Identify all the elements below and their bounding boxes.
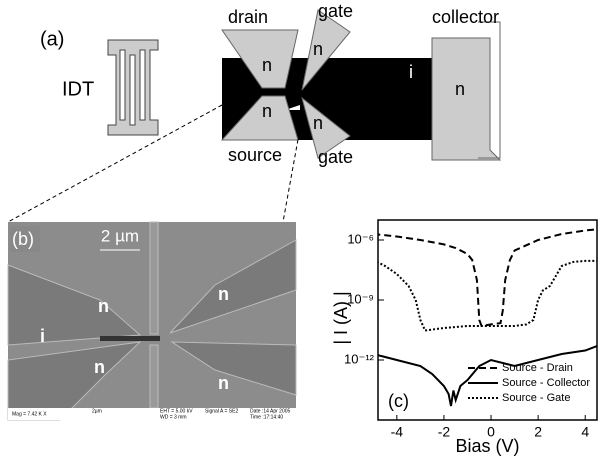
series-line <box>373 260 597 331</box>
region-label: n <box>262 55 272 75</box>
x-tick-label: 4 <box>581 424 589 440</box>
legend-label: Source - Gate <box>502 392 570 404</box>
region-label: n <box>98 296 109 316</box>
scale-label: 2 µm <box>101 226 139 245</box>
x-tick-label: 0 <box>487 424 495 440</box>
region-label: n <box>455 79 465 99</box>
plot: Bias (V) | I (A) | <box>331 220 597 456</box>
figure: (a) IDT drain gate source gate collector… <box>0 0 600 465</box>
gate-label: gate <box>318 1 353 21</box>
x-tick-label: -4 <box>391 424 404 440</box>
panel-label: (b) <box>12 229 34 249</box>
series-line <box>373 228 600 326</box>
idt <box>108 40 158 135</box>
region-label: n <box>218 373 229 393</box>
sem-info: Time :17:14:40 <box>250 414 283 420</box>
region-label: n <box>313 113 323 133</box>
sem-image: (b) 2 µm n i n n n Mag = 7.42 K X 2µm EH… <box>8 222 296 420</box>
x-tick-label: 2 <box>534 424 542 440</box>
x-tick-label: -2 <box>438 424 451 440</box>
collector <box>432 38 500 160</box>
legend-label: Source - Drain <box>502 362 573 374</box>
source-label: source <box>228 145 282 165</box>
schematic: (a) IDT drain gate source gate collector… <box>8 1 500 222</box>
panel-label: (a) <box>40 28 64 50</box>
collector-label: collector <box>432 7 499 27</box>
region-label: i <box>409 62 413 82</box>
gate-label: gate <box>318 147 353 167</box>
legend-label: Source - Collector <box>502 377 590 389</box>
region-label: n <box>94 357 105 377</box>
region-label: n <box>218 284 229 304</box>
sem-info: Signal A = SE2 <box>205 408 238 414</box>
y-tick-label: 10⁻⁶ <box>347 231 374 246</box>
panel-label: (c) <box>388 391 409 411</box>
region-label: i <box>40 326 45 346</box>
zoom-line <box>8 105 222 222</box>
y-tick-label: 10⁻⁹ <box>347 291 374 306</box>
region-label: n <box>262 101 272 121</box>
sem-info: WD = 3 mm <box>160 414 187 420</box>
y-tick-label: 10⁻¹² <box>344 351 375 366</box>
sem-info: 2µm <box>92 408 102 414</box>
region-label: n <box>313 39 323 59</box>
idt-label: IDT <box>62 78 94 100</box>
sem-info: Mag = 7.42 K X <box>12 411 47 417</box>
drain-label: drain <box>228 7 268 27</box>
